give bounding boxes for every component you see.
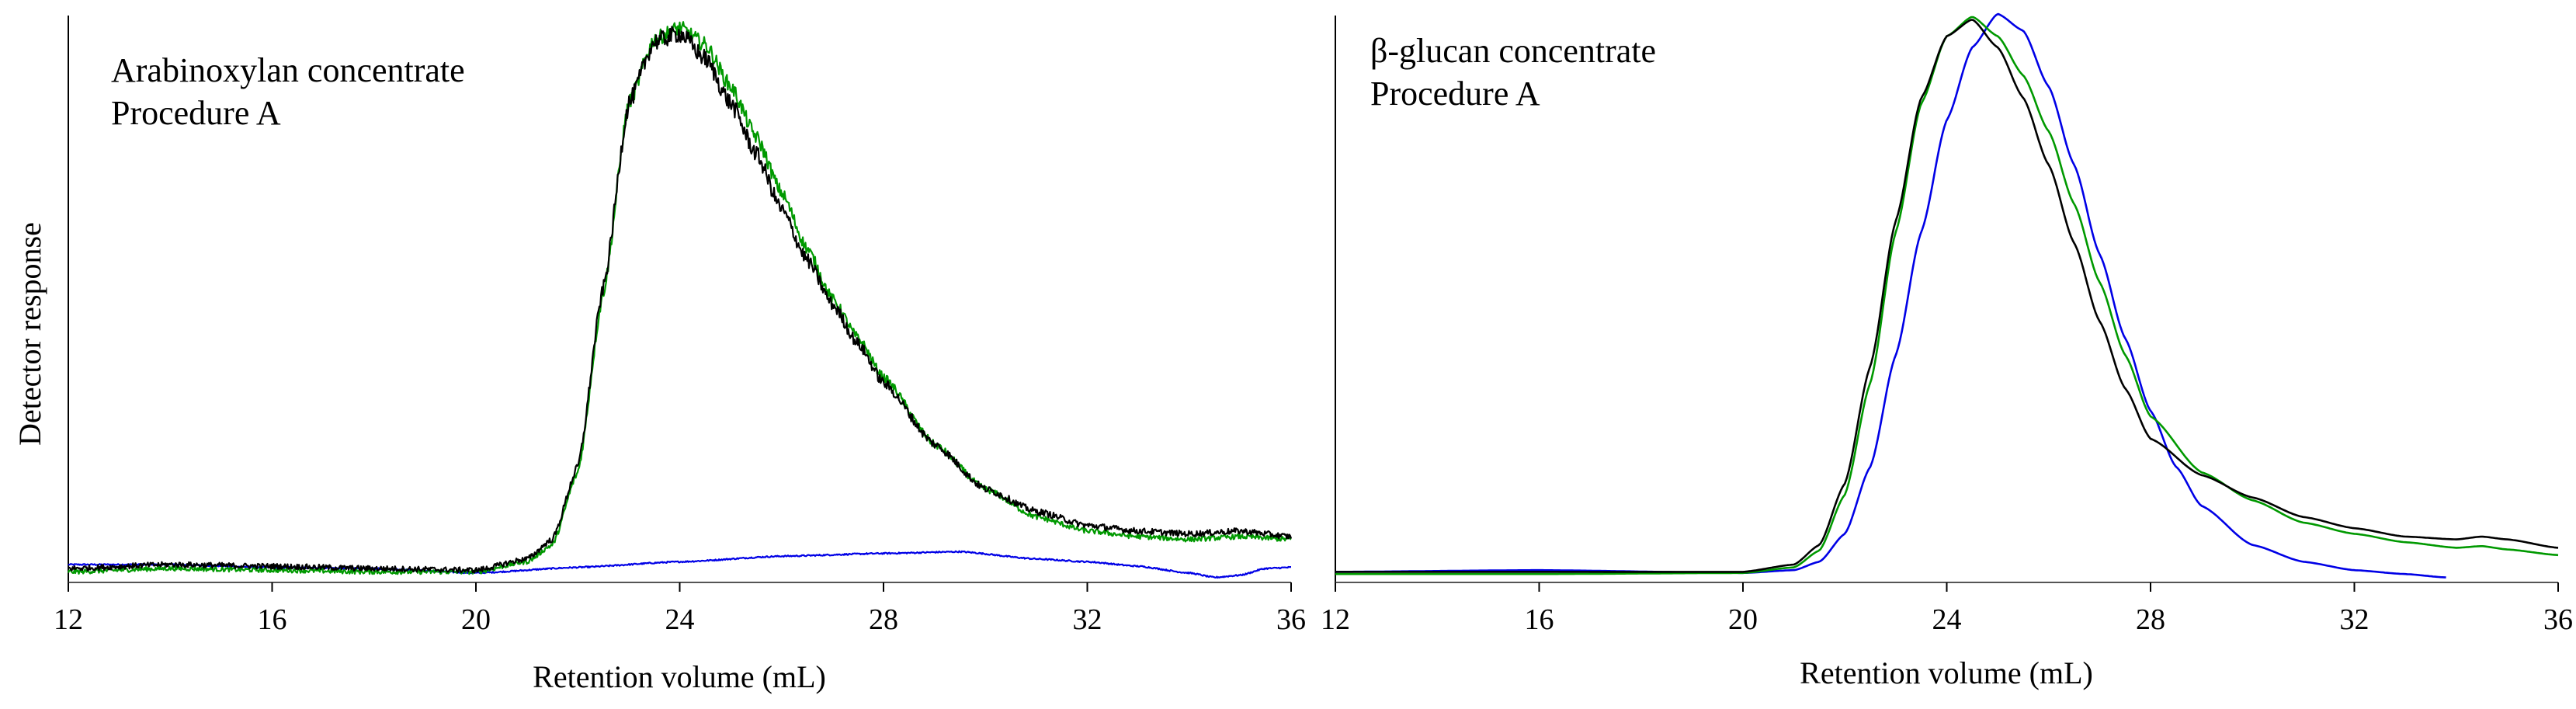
left-y-axis-title: Detector response	[12, 222, 47, 446]
right-x-tick-label: 16	[1525, 603, 1554, 636]
right-x-ticks: 12 16 20 24 28 32 36	[1321, 582, 2573, 636]
right-panel: Retention volume (mL) β-glucan concentra…	[1321, 12, 2573, 690]
left-series-lines	[67, 21, 1293, 579]
left-x-tick-label: 24	[665, 603, 695, 636]
right-annotation-procedure: Procedure A	[1370, 75, 1540, 113]
left-annotation-sample: Arabinoxylan concentrate	[111, 51, 465, 89]
left-x-tick-label: 12	[54, 603, 83, 636]
left-x-ticks: 12 16 20 24 28 32 36	[54, 582, 1306, 636]
left-x-tick-label: 28	[869, 603, 898, 636]
left-x-tick-label: 16	[258, 603, 287, 636]
right-x-tick-label: 36	[2543, 603, 2573, 636]
left-series-blue	[68, 550, 1291, 579]
right-x-tick-label: 28	[2136, 603, 2165, 636]
right-series-lines	[1335, 12, 2559, 579]
left-x-tick-label: 36	[1276, 603, 1306, 636]
right-x-tick-label: 12	[1321, 603, 1350, 636]
left-x-tick-label: 32	[1073, 603, 1102, 636]
right-series-blue	[1335, 12, 2446, 579]
right-x-tick-label: 20	[1728, 603, 1758, 636]
left-series-black	[68, 26, 1293, 574]
right-annotation-sample: β-glucan concentrate	[1370, 32, 1656, 70]
left-panel: Detector response Retention volume (mL) …	[12, 16, 1306, 694]
left-x-tick-label: 20	[461, 603, 491, 636]
right-x-tick-label: 32	[2340, 603, 2369, 636]
right-series-black	[1335, 19, 2559, 573]
left-series-green	[67, 21, 1292, 575]
left-annotation-procedure: Procedure A	[111, 94, 281, 132]
right-x-tick-label: 24	[1932, 603, 1962, 636]
left-x-axis-title: Retention volume (mL)	[533, 659, 826, 694]
right-x-axis-title: Retention volume (mL)	[1800, 655, 2093, 690]
